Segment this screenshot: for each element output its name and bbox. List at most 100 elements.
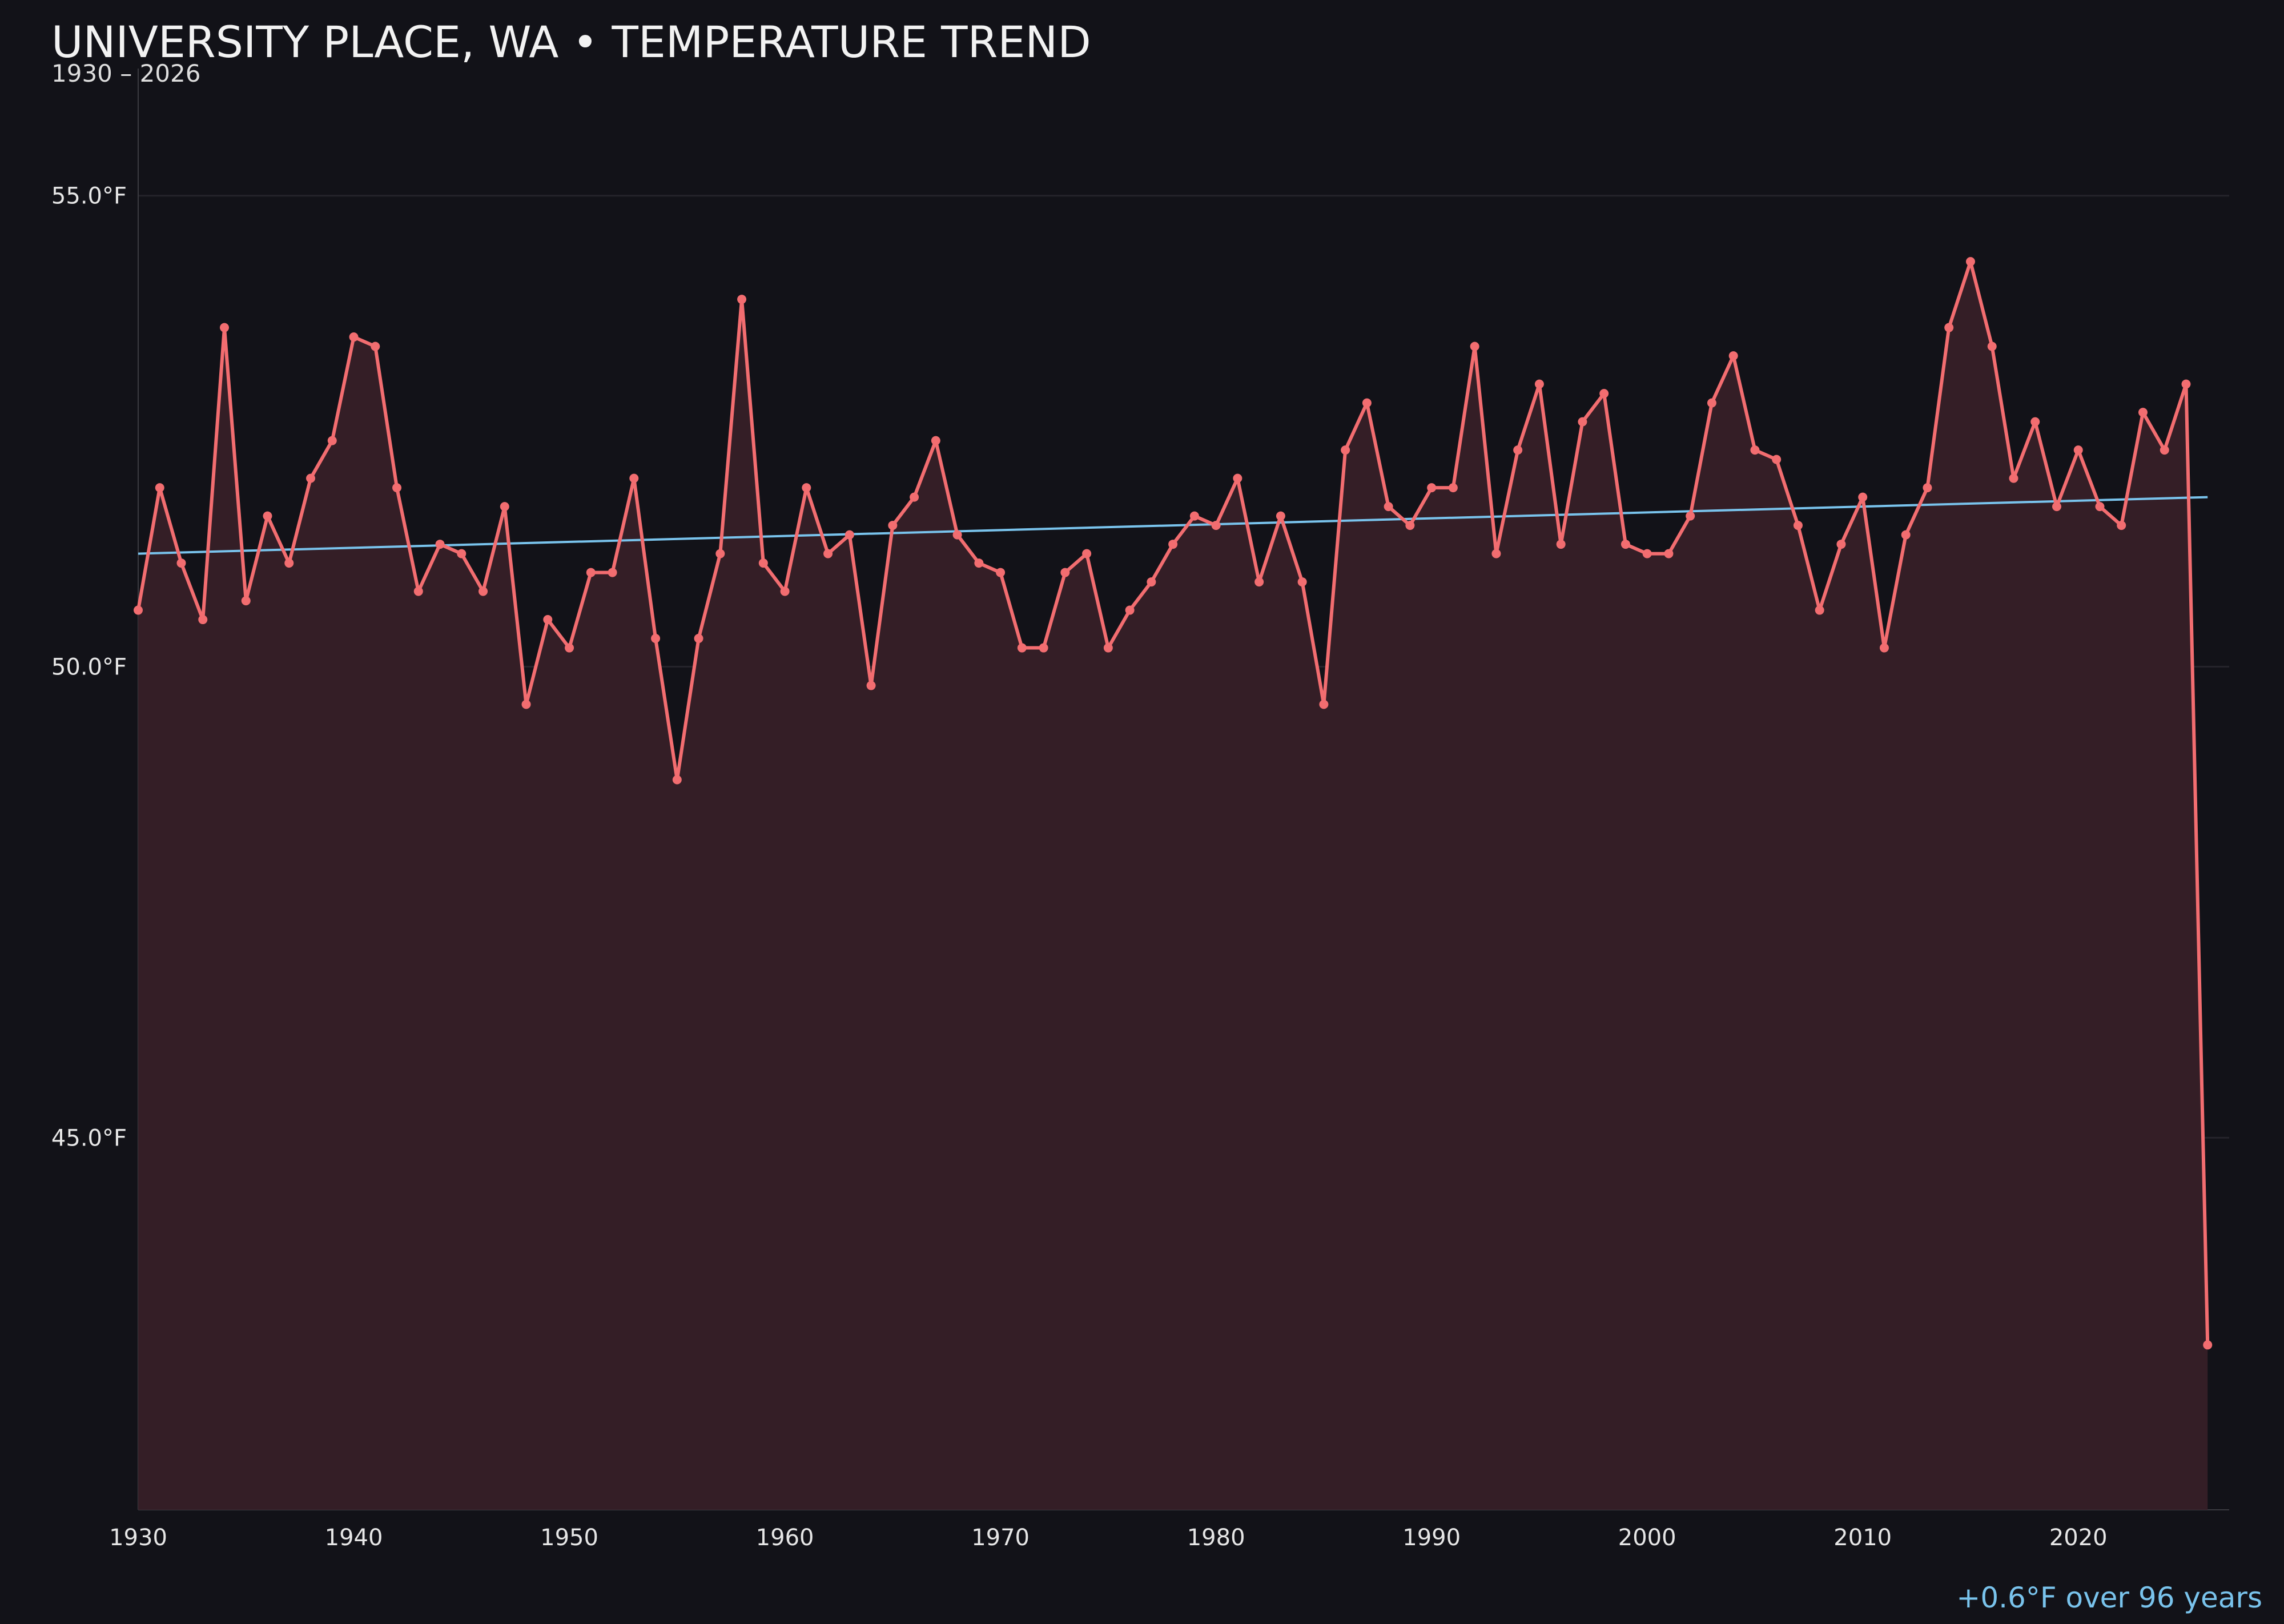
data-point — [2052, 502, 2061, 512]
data-point — [1599, 389, 1609, 399]
data-point — [413, 586, 423, 596]
data-point — [1578, 417, 1587, 427]
data-point — [1017, 643, 1027, 653]
data-point — [1879, 643, 1889, 653]
data-point — [651, 634, 661, 644]
data-point — [1772, 455, 1782, 464]
data-point — [715, 549, 725, 558]
data-point — [2160, 445, 2169, 455]
data-point — [823, 549, 833, 558]
data-point — [1427, 483, 1437, 493]
data-point — [1254, 577, 1264, 587]
data-point — [1944, 323, 1954, 332]
data-point — [1276, 511, 1285, 521]
x-tick-label: 1970 — [971, 1525, 1030, 1551]
data-point — [220, 323, 230, 332]
data-point — [1750, 445, 1760, 455]
data-point — [1642, 549, 1652, 558]
data-point — [565, 643, 574, 653]
y-tick-label: 55.0°F — [51, 183, 127, 210]
data-point — [1233, 473, 1242, 483]
data-point — [1513, 445, 1523, 455]
data-point — [888, 521, 898, 530]
data-point — [1556, 540, 1566, 549]
data-point — [155, 483, 164, 493]
x-tick-label: 1950 — [540, 1525, 598, 1551]
data-point — [996, 568, 1006, 577]
data-point — [1491, 549, 1501, 558]
x-tick-label: 2010 — [1833, 1525, 1892, 1551]
data-point — [2181, 379, 2191, 389]
data-point — [284, 558, 294, 568]
data-point — [1103, 643, 1113, 653]
data-point — [1384, 502, 1393, 512]
data-point — [2030, 417, 2040, 427]
data-point — [176, 558, 186, 568]
data-point — [974, 558, 984, 568]
data-point — [1707, 398, 1716, 408]
data-point — [134, 605, 143, 615]
x-tick-label: 1990 — [1402, 1525, 1461, 1551]
data-point — [2203, 1340, 2213, 1350]
data-point — [1211, 521, 1221, 530]
data-point — [1125, 605, 1135, 615]
plot-area: 45.0°F 50.0°F 55.0°F 1930 1940 1950 1960 1970 19… — [51, 69, 2229, 1551]
data-point — [1901, 530, 1911, 540]
data-point — [1147, 577, 1156, 587]
data-point — [1858, 492, 1868, 502]
x-tick-label: 1960 — [756, 1525, 814, 1551]
data-point — [758, 558, 768, 568]
data-point — [629, 473, 639, 483]
y-tick-label: 50.0°F — [51, 654, 127, 681]
data-point — [931, 436, 940, 445]
data-point — [1836, 540, 1846, 549]
data-point — [392, 483, 402, 493]
data-point — [1923, 483, 1932, 493]
data-point — [478, 586, 488, 596]
data-point — [1793, 521, 1803, 530]
data-point — [521, 700, 531, 709]
data-point — [1341, 445, 1350, 455]
data-point — [694, 634, 703, 644]
data-point — [672, 775, 682, 785]
data-point — [1620, 540, 1630, 549]
data-point — [1534, 379, 1544, 389]
chart-title: UNIVERSITY PLACE, WA • TEMPERATURE TREND — [51, 17, 1091, 67]
y-tick-label: 45.0°F — [51, 1125, 127, 1151]
data-point — [1060, 568, 1070, 577]
area-fill — [138, 262, 2208, 1510]
data-point — [241, 596, 251, 606]
data-point — [543, 615, 553, 625]
data-point — [1664, 549, 1674, 558]
data-point — [2095, 502, 2105, 512]
data-point — [1686, 511, 1695, 521]
data-point — [802, 483, 811, 493]
data-point — [371, 341, 380, 351]
chart-subtitle: 1930 – 2026 — [51, 59, 200, 87]
x-tick-label: 2000 — [1618, 1525, 1676, 1551]
data-point — [1728, 351, 1738, 361]
data-point — [1470, 341, 1479, 351]
data-point — [737, 295, 747, 304]
x-tick-label: 2020 — [2049, 1525, 2108, 1551]
data-point — [349, 332, 359, 342]
data-point — [1965, 257, 1975, 267]
x-tick-label: 1940 — [325, 1525, 383, 1551]
data-point — [1448, 483, 1458, 493]
data-point — [306, 473, 316, 483]
data-point — [1362, 398, 1372, 408]
data-point — [952, 530, 962, 540]
data-point — [780, 586, 790, 596]
data-point — [1987, 341, 1997, 351]
data-point — [1297, 577, 1307, 587]
data-point — [500, 502, 509, 512]
data-point — [845, 530, 854, 540]
data-point — [198, 615, 208, 625]
data-point — [1815, 605, 1824, 615]
data-point — [1405, 521, 1415, 530]
data-point — [1189, 511, 1199, 521]
x-tick-label: 1980 — [1187, 1525, 1245, 1551]
data-point — [263, 511, 272, 521]
data-point — [2117, 521, 2126, 530]
